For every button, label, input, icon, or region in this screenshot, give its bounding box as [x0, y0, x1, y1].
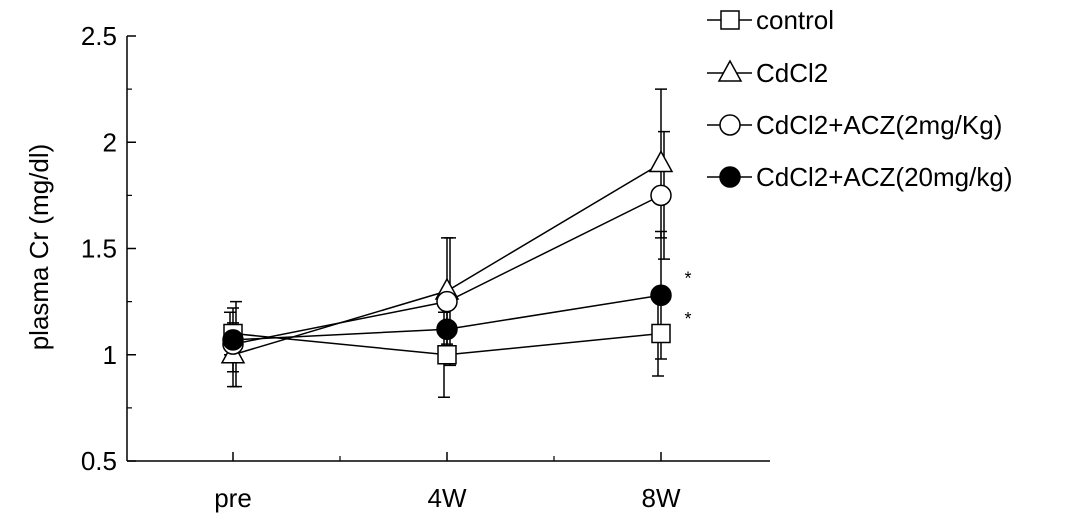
data-point — [648, 149, 674, 173]
legend-marker — [717, 59, 743, 82]
data-point — [436, 290, 458, 313]
data-point — [650, 284, 672, 306]
x-tick-label: 8W — [642, 483, 681, 513]
data-point — [650, 184, 672, 207]
significance-marker: * — [684, 269, 691, 289]
y-tick-label: 1 — [103, 340, 117, 370]
significance-marker: * — [684, 309, 691, 329]
legend-marker — [719, 166, 741, 188]
y-tick-label: 2 — [103, 127, 117, 157]
legend-marker — [719, 114, 741, 136]
legend: control CdCl2 CdCl2+ACZ(2mg/Kg) CdCl2+ACZ(2… — [707, 5, 1012, 192]
data-point — [436, 318, 458, 340]
y-axis-title: plasma Cr (mg/dl) — [24, 144, 54, 351]
data-point — [222, 329, 244, 351]
data-point — [651, 323, 671, 344]
x-tick-label: pre — [214, 483, 252, 513]
legend-label: CdCl2+ACZ(20mg/kg) — [756, 162, 1012, 192]
legend-marker — [720, 10, 740, 30]
x-tick-label: 4W — [428, 483, 467, 513]
legend-label: CdCl2 — [756, 58, 828, 88]
plot-area: 0.5 1 1.5 2 2.5 pre 4W 8W * * — [81, 21, 770, 513]
y-tick-label: 1.5 — [81, 234, 117, 264]
data-point — [437, 345, 457, 365]
y-tick-label: 2.5 — [81, 21, 117, 51]
legend-label: control — [756, 5, 834, 35]
y-tick-label: 0.5 — [81, 446, 117, 476]
legend-label: CdCl2+ACZ(2mg/Kg) — [756, 110, 1002, 140]
